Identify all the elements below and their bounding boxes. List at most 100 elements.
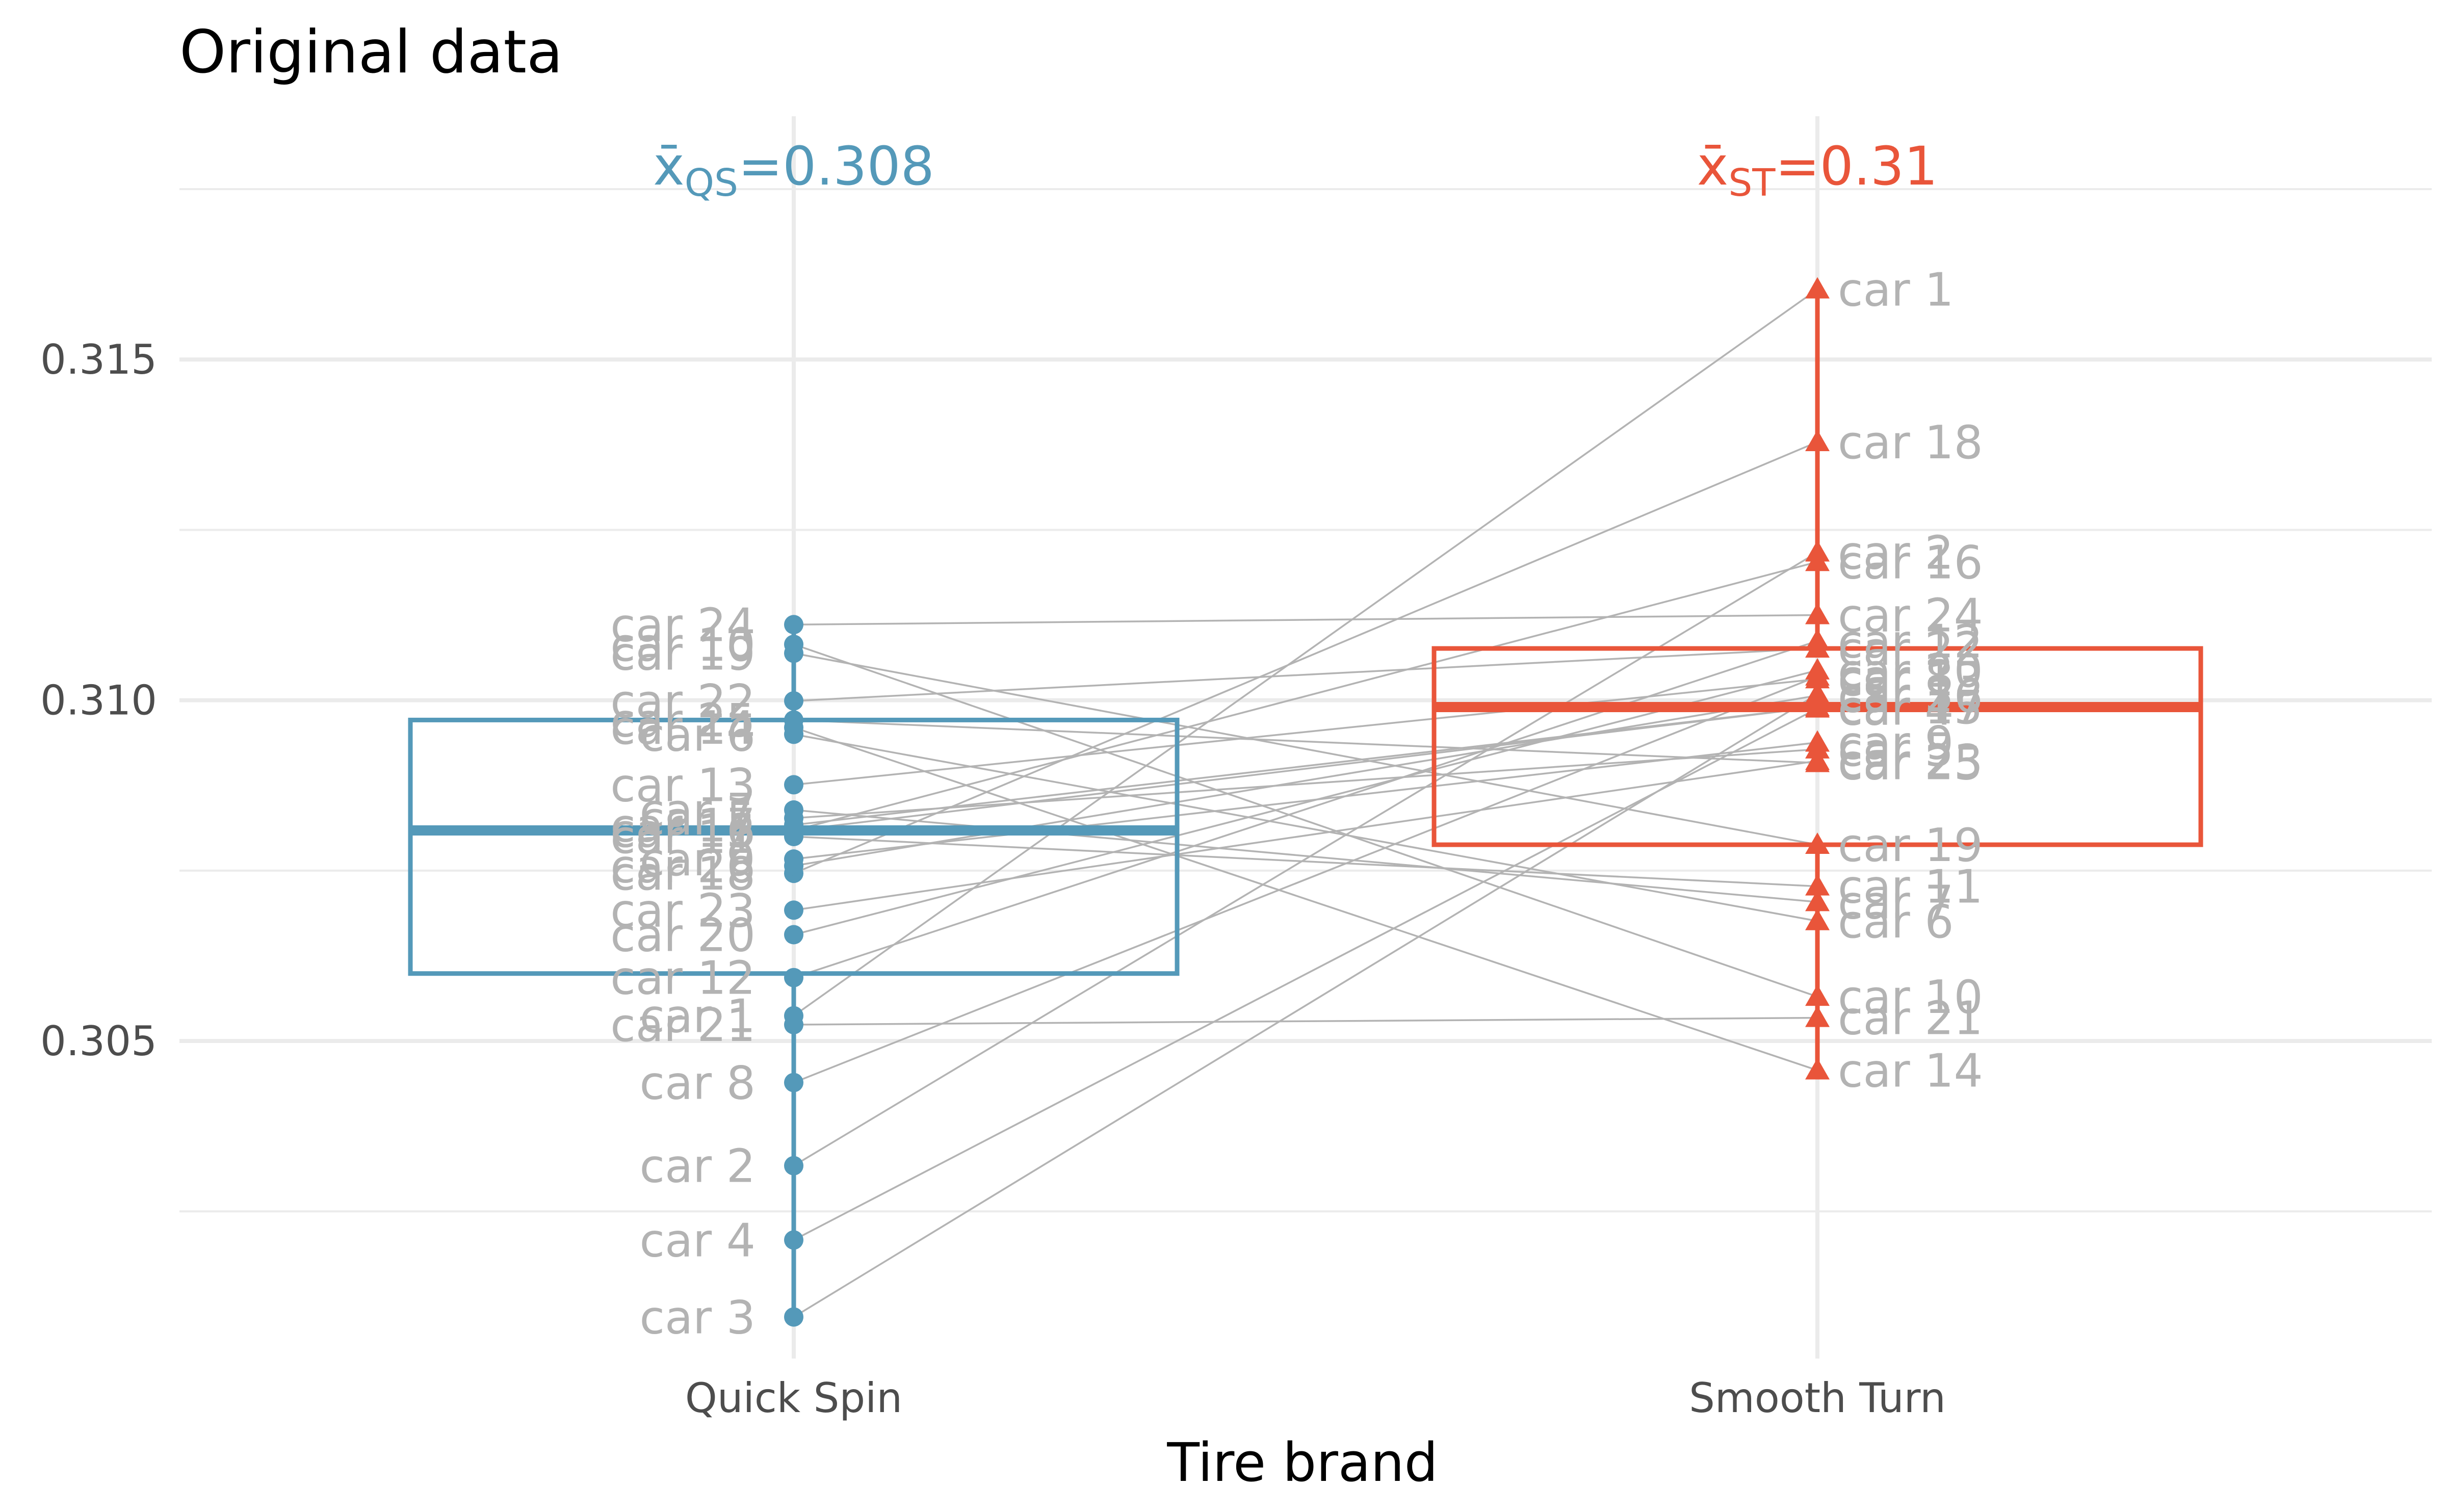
point-label-quick-spin: car 1 <box>639 990 756 1044</box>
connector-line <box>793 741 1818 860</box>
point-label-quick-spin: car 5 <box>639 792 756 846</box>
point-label-quick-spin: car 25 <box>610 694 756 747</box>
point-label-quick-spin: car 18 <box>610 847 756 901</box>
point-label-quick-spin: car 10 <box>610 618 756 672</box>
connector-line <box>793 552 1818 1167</box>
point-smooth-turn <box>1805 658 1830 680</box>
mean-subscript: ST <box>1728 161 1776 205</box>
point-label-smooth-turn: car 14 <box>1838 1045 1983 1098</box>
connector-line <box>793 669 1818 936</box>
point-label-smooth-turn: car 21 <box>1838 992 1983 1046</box>
point-label-smooth-turn: car 8 <box>1838 650 1954 704</box>
connector-line <box>793 694 1818 867</box>
x-tick-label: Quick Spin <box>685 1374 902 1422</box>
mean-symbol: x̄ <box>1697 135 1729 197</box>
point-label-smooth-turn: car 13 <box>1838 653 1983 707</box>
connector-line <box>793 760 1818 911</box>
point-smooth-turn <box>1805 1005 1830 1027</box>
point-smooth-turn <box>1805 874 1830 896</box>
connector-line <box>793 647 1818 702</box>
y-tick-label: 0.315 <box>40 336 157 383</box>
point-quick-spin <box>784 1230 803 1250</box>
point-smooth-turn <box>1805 984 1830 1006</box>
point-label-quick-spin: car 12 <box>610 952 756 1005</box>
point-label-quick-spin: car 2 <box>639 1140 756 1193</box>
point-label-quick-spin: car 13 <box>610 759 756 812</box>
mean-equals: = <box>738 135 783 197</box>
y-axis-ticks: 0.305 0.310 0.315 <box>40 336 157 1065</box>
x-axis-ticks: Quick Spin Smooth Turn <box>685 1374 1946 1422</box>
point-quick-spin <box>784 710 803 730</box>
connector-line <box>793 706 1818 831</box>
point-label-quick-spin: car 4 <box>639 1214 756 1267</box>
connector-line <box>793 836 1818 888</box>
point-label-smooth-turn: car 4 <box>1838 683 1954 736</box>
point-label-smooth-turn: car 2 <box>1838 527 1954 580</box>
point-label-smooth-turn: car 1 <box>1838 264 1954 317</box>
point-quick-spin <box>784 800 803 820</box>
point-quick-spin <box>784 691 803 711</box>
point-label-smooth-turn: car 23 <box>1838 735 1983 789</box>
point-label-smooth-turn: car 19 <box>1838 819 1983 872</box>
mean-equals: = <box>1776 135 1820 197</box>
point-label-smooth-turn: car 9 <box>1838 717 1954 770</box>
connector-line <box>793 1016 1818 1026</box>
point-label-smooth-turn: car 6 <box>1838 895 1954 949</box>
point-quick-spin <box>784 643 803 663</box>
point-quick-spin <box>784 856 803 876</box>
grid <box>179 116 2432 1359</box>
mean-labels: x̄QS=0.308 x̄ST=0.31 <box>653 135 1938 205</box>
y-tick-label: 0.310 <box>40 677 157 724</box>
point-label-quick-spin: car 26 <box>610 840 756 893</box>
point-quick-spin <box>784 968 803 987</box>
point-quick-spin <box>784 1307 803 1327</box>
point-smooth-turn <box>1805 832 1830 854</box>
point-label-quick-spin: car 17 <box>610 799 756 852</box>
point-label-quick-spin: car 9 <box>639 833 756 887</box>
connector-line <box>793 809 1818 903</box>
point-label-quick-spin: car 6 <box>639 708 756 762</box>
y-tick-label: 0.305 <box>40 1018 157 1065</box>
point-quick-spin <box>784 900 803 920</box>
point-smooth-turn <box>1805 683 1830 705</box>
point-smooth-turn <box>1805 908 1830 930</box>
point-label-smooth-turn: car 3 <box>1838 668 1954 722</box>
point-label-quick-spin: car 23 <box>610 884 756 937</box>
connector-line <box>793 643 1818 998</box>
point-label-smooth-turn: car 11 <box>1838 861 1983 914</box>
point-label-smooth-turn: car 16 <box>1838 536 1983 589</box>
point-smooth-turn <box>1805 695 1830 717</box>
point-smooth-turn <box>1805 603 1830 624</box>
point-smooth-turn <box>1805 890 1830 911</box>
mean-value: 0.31 <box>1820 135 1938 197</box>
point-quick-spin <box>784 815 803 835</box>
connector-line <box>793 561 1818 831</box>
point-quick-spin <box>784 1156 803 1176</box>
point-label-quick-spin: car 14 <box>610 701 756 755</box>
connector-line <box>793 678 1818 786</box>
point-quick-spin <box>784 1073 803 1092</box>
point-label-smooth-turn: car 18 <box>1838 416 1983 470</box>
point-label-smooth-turn: car 25 <box>1838 737 1983 791</box>
point-label-smooth-turn: car 17 <box>1838 681 1983 735</box>
point-label-quick-spin: car 20 <box>610 909 756 962</box>
connector-line <box>793 719 1818 764</box>
x-tick-label: Smooth Turn <box>1689 1374 1946 1422</box>
point-label-smooth-turn: car 15 <box>1838 681 1983 735</box>
point-label-smooth-turn: car 5 <box>1838 723 1954 777</box>
connector-lines <box>793 289 1818 1318</box>
connector-line <box>793 614 1818 626</box>
mean-subscript: QS <box>685 161 738 205</box>
data-points <box>784 277 1830 1327</box>
point-label-smooth-turn: car 20 <box>1838 644 1983 698</box>
point-label-smooth-turn: car 10 <box>1838 971 1983 1024</box>
point-smooth-turn <box>1805 429 1830 451</box>
point-quick-spin <box>784 925 803 945</box>
connector-line <box>793 289 1818 1017</box>
point-label-quick-spin: car 7 <box>639 784 756 838</box>
mean-value: 0.308 <box>783 135 934 197</box>
point-quick-spin <box>784 615 803 635</box>
connector-line <box>793 708 1818 1241</box>
point-label-quick-spin: car 11 <box>610 811 756 864</box>
